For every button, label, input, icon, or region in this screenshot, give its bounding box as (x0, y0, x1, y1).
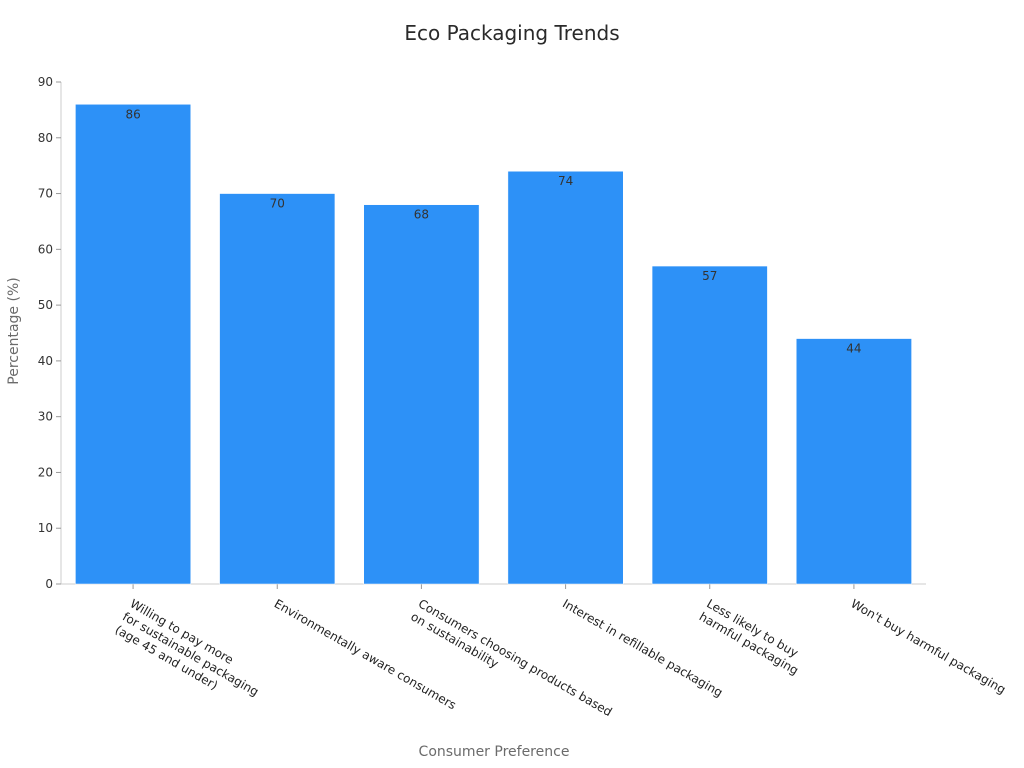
bar (507, 170, 624, 585)
x-tick-label: Won't buy harmful packaging (848, 596, 1008, 696)
y-tick-label: 10 (38, 521, 53, 535)
y-tick-label: 40 (38, 354, 53, 368)
bar (651, 265, 768, 585)
y-tick-label: 80 (38, 131, 53, 145)
data-label: 57 (702, 269, 717, 283)
y-axis-title: Percentage (%) (6, 277, 22, 384)
x-tick-label: Interest in refillable packaging (560, 596, 725, 699)
bars-group (75, 104, 912, 585)
bar (796, 338, 912, 585)
bar (75, 104, 191, 585)
data-label: 70 (270, 197, 285, 211)
data-label: 74 (558, 174, 573, 188)
x-tick-label-line: Interest in refillable packaging (560, 596, 725, 699)
y-axis: 0 10 20 30 40 50 60 70 80 90 (38, 75, 62, 591)
bar (219, 193, 336, 585)
y-tick-label: 60 (38, 242, 53, 256)
data-label: 44 (846, 342, 861, 356)
x-tick-label-line: Won't buy harmful packaging (848, 596, 1008, 696)
data-label: 68 (414, 208, 429, 222)
bar (363, 204, 480, 585)
y-tick-label: 90 (38, 75, 53, 89)
y-tick-label: 30 (38, 410, 53, 424)
data-labels-group: 86 70 68 74 57 44 (125, 107, 861, 355)
x-tick-label-line: for sustainable packaging (120, 609, 261, 699)
y-tick-label: 70 (38, 187, 53, 201)
y-tick-label: 20 (38, 465, 53, 479)
data-label: 86 (125, 107, 140, 121)
x-axis (61, 583, 926, 589)
chart-title: Eco Packaging Trends (404, 21, 619, 45)
y-tick-label: 50 (38, 298, 53, 312)
x-axis-title: Consumer Preference (419, 744, 570, 760)
y-tick-label: 0 (45, 577, 53, 591)
